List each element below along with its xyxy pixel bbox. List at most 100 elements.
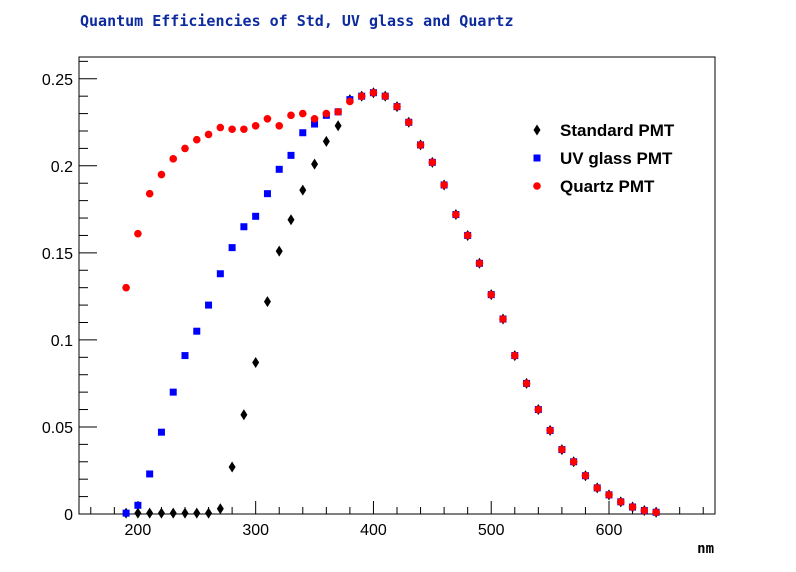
quartz-pmt-point	[357, 92, 366, 100]
standard-pmt-point	[240, 409, 248, 421]
legend-label-uv-glass-pmt: UV glass PMT	[560, 149, 673, 168]
quartz-pmt-point	[134, 229, 142, 238]
standard-pmt-point	[169, 507, 177, 519]
uv-glass-pmt-point	[122, 509, 130, 517]
uv-glass-pmt-point	[228, 244, 236, 252]
standard-pmt-point	[181, 507, 189, 519]
quartz-pmt-point	[475, 259, 484, 268]
legend-marker-uv-glass-pmt	[533, 154, 541, 162]
standard-pmt-point	[193, 507, 201, 519]
standard-pmt-point	[287, 214, 295, 226]
standard-pmt-point	[311, 158, 319, 170]
uv-glass-pmt-point	[169, 388, 177, 396]
quartz-pmt-point	[298, 109, 307, 118]
quartz-pmt-point	[310, 115, 319, 123]
uv-glass-pmt-point	[157, 428, 165, 436]
x-axis-label: nm	[697, 541, 714, 557]
quartz-pmt-point	[510, 351, 519, 360]
quartz-pmt-point	[192, 135, 201, 144]
quartz-pmt-point	[263, 115, 272, 123]
quartz-pmt-point	[487, 290, 496, 299]
standard-pmt-point	[146, 507, 154, 519]
uv-glass-pmt-point	[311, 120, 319, 128]
y-tick-label: 0.1	[51, 333, 73, 350]
quartz-pmt-point	[322, 109, 331, 118]
legend-label-quartz-pmt: Quartz PMT	[560, 177, 655, 196]
standard-pmt-point	[334, 120, 342, 132]
quartz-pmt-point	[416, 141, 425, 149]
x-tick-label: 200	[125, 522, 152, 539]
uv-glass-pmt-point	[240, 223, 248, 231]
quartz-pmt-point	[216, 123, 225, 132]
data-points	[122, 87, 660, 519]
standard-pmt-point	[157, 507, 165, 519]
quartz-pmt-point	[145, 189, 154, 198]
x-tick-label: 500	[478, 522, 505, 539]
quartz-pmt-point	[628, 503, 637, 511]
chart-title: Quantum Efficiencies of Std, UV glass an…	[80, 12, 513, 30]
uv-glass-pmt-point	[146, 470, 154, 478]
x-tick-label: 400	[360, 522, 387, 539]
standard-pmt-point	[299, 184, 307, 196]
quartz-pmt-point	[463, 231, 472, 240]
quartz-pmt-point	[369, 88, 378, 97]
quartz-pmt-point	[428, 158, 437, 167]
legend-marker-quartz-pmt	[533, 182, 541, 190]
legend-label-standard-pmt: Standard PMT	[560, 121, 675, 140]
uv-glass-pmt-point	[216, 270, 224, 278]
quartz-pmt-point	[346, 97, 354, 106]
quartz-pmt-point	[616, 498, 625, 506]
x-tick-label: 600	[596, 522, 623, 539]
legend: Standard PMT UV glass PMT Quartz PMT	[533, 121, 675, 196]
quartz-pmt-point	[404, 118, 413, 127]
quartz-pmt-point	[440, 181, 448, 189]
y-tick-label: 0.2	[51, 159, 73, 176]
quartz-pmt-point	[569, 457, 578, 466]
uv-glass-pmt-point	[275, 165, 283, 173]
quartz-pmt-point	[558, 445, 566, 454]
standard-pmt-point	[205, 507, 213, 519]
x-axis: 200 300 400 500 600	[90, 501, 704, 539]
x-tick-label: 300	[242, 522, 269, 539]
quartz-pmt-point	[169, 155, 178, 163]
uv-glass-pmt-point	[134, 501, 142, 509]
standard-pmt-point	[263, 296, 271, 308]
y-tick-label: 0.05	[42, 420, 73, 437]
quartz-pmt-point	[499, 315, 507, 323]
y-tick-label: 0.25	[42, 72, 73, 89]
quartz-pmt-point	[534, 405, 543, 414]
quartz-pmt-point	[122, 283, 130, 292]
standard-pmt-point	[252, 357, 260, 369]
uv-glass-pmt-point	[252, 212, 260, 220]
quartz-pmt-point	[652, 508, 660, 517]
quartz-pmt-point	[275, 121, 284, 130]
standard-pmt-point	[228, 461, 236, 473]
quartz-pmt-point	[157, 170, 166, 179]
uv-glass-pmt-point	[205, 301, 213, 309]
quartz-pmt-point	[228, 125, 236, 134]
quartz-pmt-point	[181, 144, 189, 153]
quartz-pmt-point	[522, 379, 531, 388]
quartz-pmt-point	[546, 426, 554, 435]
quartz-pmt-point	[287, 111, 295, 120]
quartz-pmt-point	[593, 484, 602, 492]
y-tick-label: 0.15	[42, 246, 73, 263]
legend-marker-standard-pmt	[533, 124, 541, 136]
y-axis: 0 0.05 0.1 0.15 0.2 0.25	[42, 60, 97, 524]
quartz-pmt-point	[452, 210, 460, 219]
quartz-pmt-point	[393, 102, 401, 111]
quartz-pmt-point	[605, 491, 613, 499]
quartz-pmt-point	[251, 121, 260, 130]
quartz-pmt-point	[204, 130, 213, 139]
quartz-pmt-point	[334, 108, 342, 116]
standard-pmt-point	[322, 135, 330, 147]
uv-glass-pmt-point	[287, 151, 295, 159]
uv-glass-pmt-point	[181, 352, 189, 360]
y-tick-label: 0	[64, 507, 73, 524]
quartz-pmt-point	[640, 506, 649, 515]
uv-glass-pmt-point	[263, 190, 271, 198]
standard-pmt-point	[275, 245, 283, 257]
quartz-pmt-point	[581, 471, 590, 480]
standard-pmt-point	[216, 503, 224, 515]
